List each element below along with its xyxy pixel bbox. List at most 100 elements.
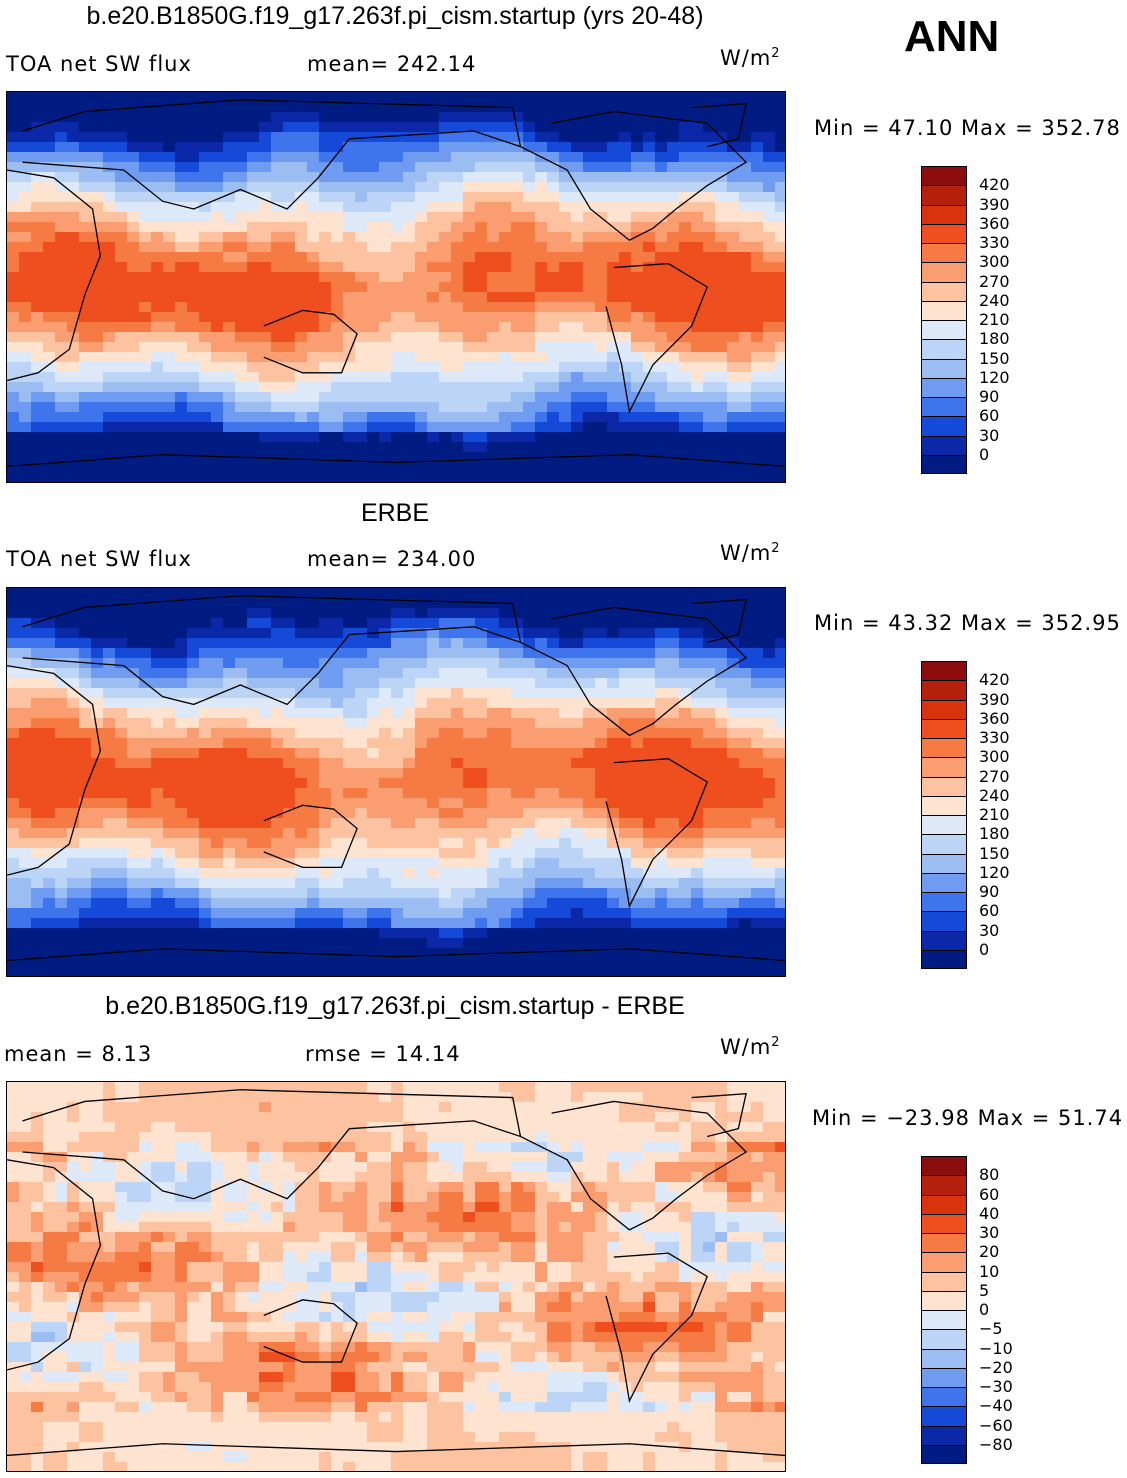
colorbar-label: 330 — [979, 728, 1010, 747]
coastline — [605, 262, 709, 414]
colorbar-swatch — [921, 435, 967, 455]
unit-base: W/m — [720, 541, 772, 565]
colorbar-swatch — [921, 1194, 967, 1214]
coastline — [7, 169, 102, 382]
colorbar-label: 390 — [979, 689, 1010, 709]
panel-3-map — [6, 1081, 786, 1472]
coastline — [691, 102, 747, 148]
colorbar-label: 420 — [979, 670, 1010, 690]
colorbar-swatch — [921, 281, 967, 301]
coastline — [520, 606, 748, 737]
colorbar-label: 5 — [979, 1280, 990, 1300]
panel-2-unit: W/m2 — [720, 541, 781, 565]
colorbar-swatch — [921, 930, 967, 950]
coastline — [7, 948, 785, 962]
colorbar-swatch — [921, 949, 967, 969]
colorbar-frame — [921, 166, 967, 474]
colorbar-swatch — [921, 358, 967, 378]
panel-2-map — [6, 587, 786, 977]
colorbar-swatch — [921, 1310, 967, 1330]
colorbar-swatch — [921, 1233, 967, 1253]
panel-2-variable: TOA net SW flux — [6, 547, 192, 571]
panel-3-title: b.e20.B1850G.f19_g17.263f.pi_cism.startu… — [105, 992, 685, 1020]
coastline — [22, 595, 522, 706]
colorbar-swatch — [921, 795, 967, 815]
colorbar-label: 270 — [979, 766, 1010, 786]
colorbar-frame — [921, 661, 967, 969]
colorbar-label: 0 — [979, 939, 990, 959]
colorbar-swatch — [921, 1367, 967, 1387]
colorbar-swatch — [921, 397, 967, 417]
colorbar-swatch — [921, 377, 967, 397]
colorbar-label: 360 — [979, 708, 1010, 728]
panel-1-map-svg — [7, 92, 785, 482]
panel-1-minmax: Min = 47.10 Max = 352.78 — [814, 116, 1121, 140]
coastline — [605, 1252, 709, 1404]
panel-1-unit: W/m2 — [720, 46, 781, 70]
coastline — [7, 1159, 102, 1371]
season-label: ANN — [904, 12, 1000, 61]
colorbar-swatch — [921, 185, 967, 205]
colorbar-label: 360 — [979, 213, 1010, 233]
panel-2-minmax: Min = 43.32 Max = 352.95 — [814, 611, 1121, 635]
colorbar-swatch — [921, 262, 967, 282]
colorbar-label: 120 — [979, 367, 1010, 387]
panel-3-colorbar: 80 60 40 30 20 10 5 0 −5 −10 −20 −30 −40 −60 −80 — [921, 1156, 1031, 1464]
colorbar-swatch — [921, 300, 967, 320]
coastline — [520, 1100, 748, 1231]
colorbar-label: 240 — [979, 785, 1010, 805]
colorbar-label: 0 — [979, 1300, 990, 1319]
colorbar-label: −40 — [979, 1396, 1013, 1416]
colorbar-label: 120 — [979, 862, 1010, 882]
colorbar-swatch — [921, 815, 967, 835]
colorbar-label: 210 — [979, 805, 1010, 824]
panel-3-mean: mean = 8.13 — [4, 1042, 153, 1066]
colorbar-swatch — [921, 853, 967, 873]
colorbar-swatch — [921, 892, 967, 912]
colorbar-swatch — [921, 872, 967, 892]
coastline — [7, 454, 785, 468]
colorbar-label: 80 — [979, 1165, 1000, 1185]
colorbar-swatch — [921, 1329, 967, 1349]
unit-exp: 2 — [771, 46, 781, 61]
coastline — [22, 99, 522, 210]
colorbar-label: −30 — [979, 1377, 1013, 1396]
colorbar-swatch — [921, 699, 967, 719]
panel-3-map-svg — [7, 1082, 785, 1471]
panel-3-rmse: rmse = 14.14 — [305, 1042, 461, 1066]
coastline — [7, 664, 102, 876]
panel-3-unit: W/m2 — [720, 1035, 781, 1059]
colorbar-label: 10 — [979, 1261, 1000, 1281]
colorbar-label: 90 — [979, 387, 1000, 406]
colorbar-swatch — [921, 1252, 967, 1272]
colorbar-label: 30 — [979, 1223, 1000, 1242]
coastline — [263, 1299, 358, 1363]
colorbar-swatch — [921, 223, 967, 243]
colorbar-swatch — [921, 738, 967, 758]
panel-2-colorbar: 420 390 360 330 300 270 240 210 180 150 120 90 60 30 0 — [921, 661, 1031, 969]
colorbar-label: 390 — [979, 194, 1010, 214]
colorbar-label: 330 — [979, 233, 1010, 252]
coastline — [22, 1089, 522, 1200]
colorbar-swatch — [921, 718, 967, 738]
panel-1-mean: mean= 242.14 — [307, 52, 477, 76]
colorbar-label: 420 — [979, 175, 1010, 195]
colorbar-swatch — [921, 1271, 967, 1291]
colorbar-swatch — [921, 757, 967, 777]
unit-base: W/m — [720, 1035, 772, 1059]
panel-1-variable: TOA net SW flux — [6, 52, 192, 76]
colorbar-label: −5 — [979, 1319, 1003, 1339]
colorbar-swatch — [921, 911, 967, 931]
colorbar-swatch — [921, 680, 967, 700]
coastline — [691, 1092, 747, 1138]
colorbar-swatch — [921, 416, 967, 436]
colorbar-swatch — [921, 454, 967, 474]
colorbar-label: 150 — [979, 843, 1010, 863]
colorbar-label: 300 — [979, 747, 1010, 767]
colorbar-swatch — [921, 1290, 967, 1310]
panel-3-minmax: Min = −23.98 Max = 51.74 — [812, 1106, 1124, 1130]
colorbar-label: 60 — [979, 406, 1000, 426]
colorbar-label: 20 — [979, 1242, 1000, 1262]
colorbar-label: 180 — [979, 329, 1010, 349]
colorbar-label: 270 — [979, 271, 1010, 291]
